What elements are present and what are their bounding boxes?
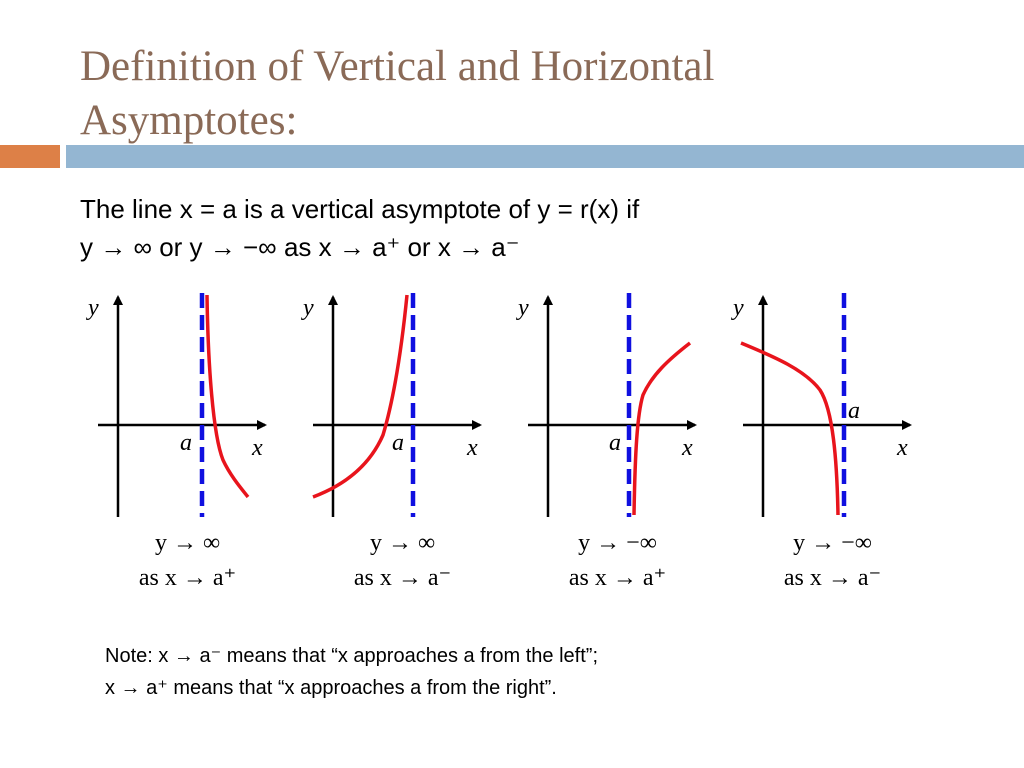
x-axis-label: x [251, 435, 263, 461]
graph-1-plot: y x a [86, 293, 267, 517]
note-line-2: x → a⁺ means that “x approaches a from t… [105, 677, 557, 699]
x-axis-label: x [466, 435, 478, 461]
a-label: a [609, 430, 621, 456]
graph-3: y x a y → −∞ as x → a⁺ [510, 285, 725, 595]
curve [312, 294, 409, 499]
y-axis-label: y [731, 295, 744, 321]
accent-bar-orange [0, 145, 60, 168]
y-axis-label: y [301, 295, 314, 321]
graph-3-caption-line-2: as x → a⁺ [568, 565, 667, 591]
note-text: Note: x → a⁻ means that “x approaches a … [105, 640, 865, 704]
graph-1-caption-line-1: y → ∞ [154, 530, 221, 556]
graph-2-caption-line-2: as x → a⁻ [353, 565, 452, 591]
curve [205, 294, 250, 499]
a-label: a [848, 398, 860, 424]
graph-4-caption-line-1: y → −∞ [793, 530, 872, 556]
definition-line-1: The line x = a is a vertical asymptote o… [80, 194, 640, 224]
accent-bar-blue [66, 145, 1024, 168]
definition-text: The line x = a is a vertical asymptote o… [80, 190, 940, 266]
graph-3-plot: y x a [516, 293, 697, 517]
graph-2: y x a y → ∞ as x → a⁻ [295, 285, 510, 595]
graph-4-plot: y x a [731, 293, 912, 517]
graph-3-caption-line-1: y → −∞ [578, 530, 657, 556]
graph-1: y x a y → ∞ as x → a⁺ [80, 285, 295, 595]
a-label: a [392, 430, 404, 456]
graph-1-caption-line-2: as x → a⁺ [138, 565, 237, 591]
y-axis-label: y [516, 295, 529, 321]
graph-2-caption-line-1: y → ∞ [369, 530, 436, 556]
definition-line-2: y → ∞ or y → −∞ as x → a⁺ or x → a⁻ [80, 232, 520, 262]
note-line-1: Note: x → a⁻ means that “x approaches a … [105, 645, 598, 667]
curve [740, 341, 840, 516]
graph-2-plot: y x a [301, 293, 482, 517]
slide-title: Definition of Vertical and Horizontal As… [80, 40, 980, 148]
y-axis-label: y [86, 295, 99, 321]
slide-title-line-1: Definition of Vertical and Horizontal [80, 43, 715, 90]
graph-4: y x a y → −∞ as x → a⁻ [725, 285, 940, 595]
slide-title-line-2: Asymptotes: [80, 97, 298, 144]
x-axis-label: x [681, 435, 693, 461]
curve [632, 341, 692, 516]
x-axis-label: x [896, 435, 908, 461]
a-label: a [180, 430, 192, 456]
graph-4-caption-line-2: as x → a⁻ [783, 565, 882, 591]
